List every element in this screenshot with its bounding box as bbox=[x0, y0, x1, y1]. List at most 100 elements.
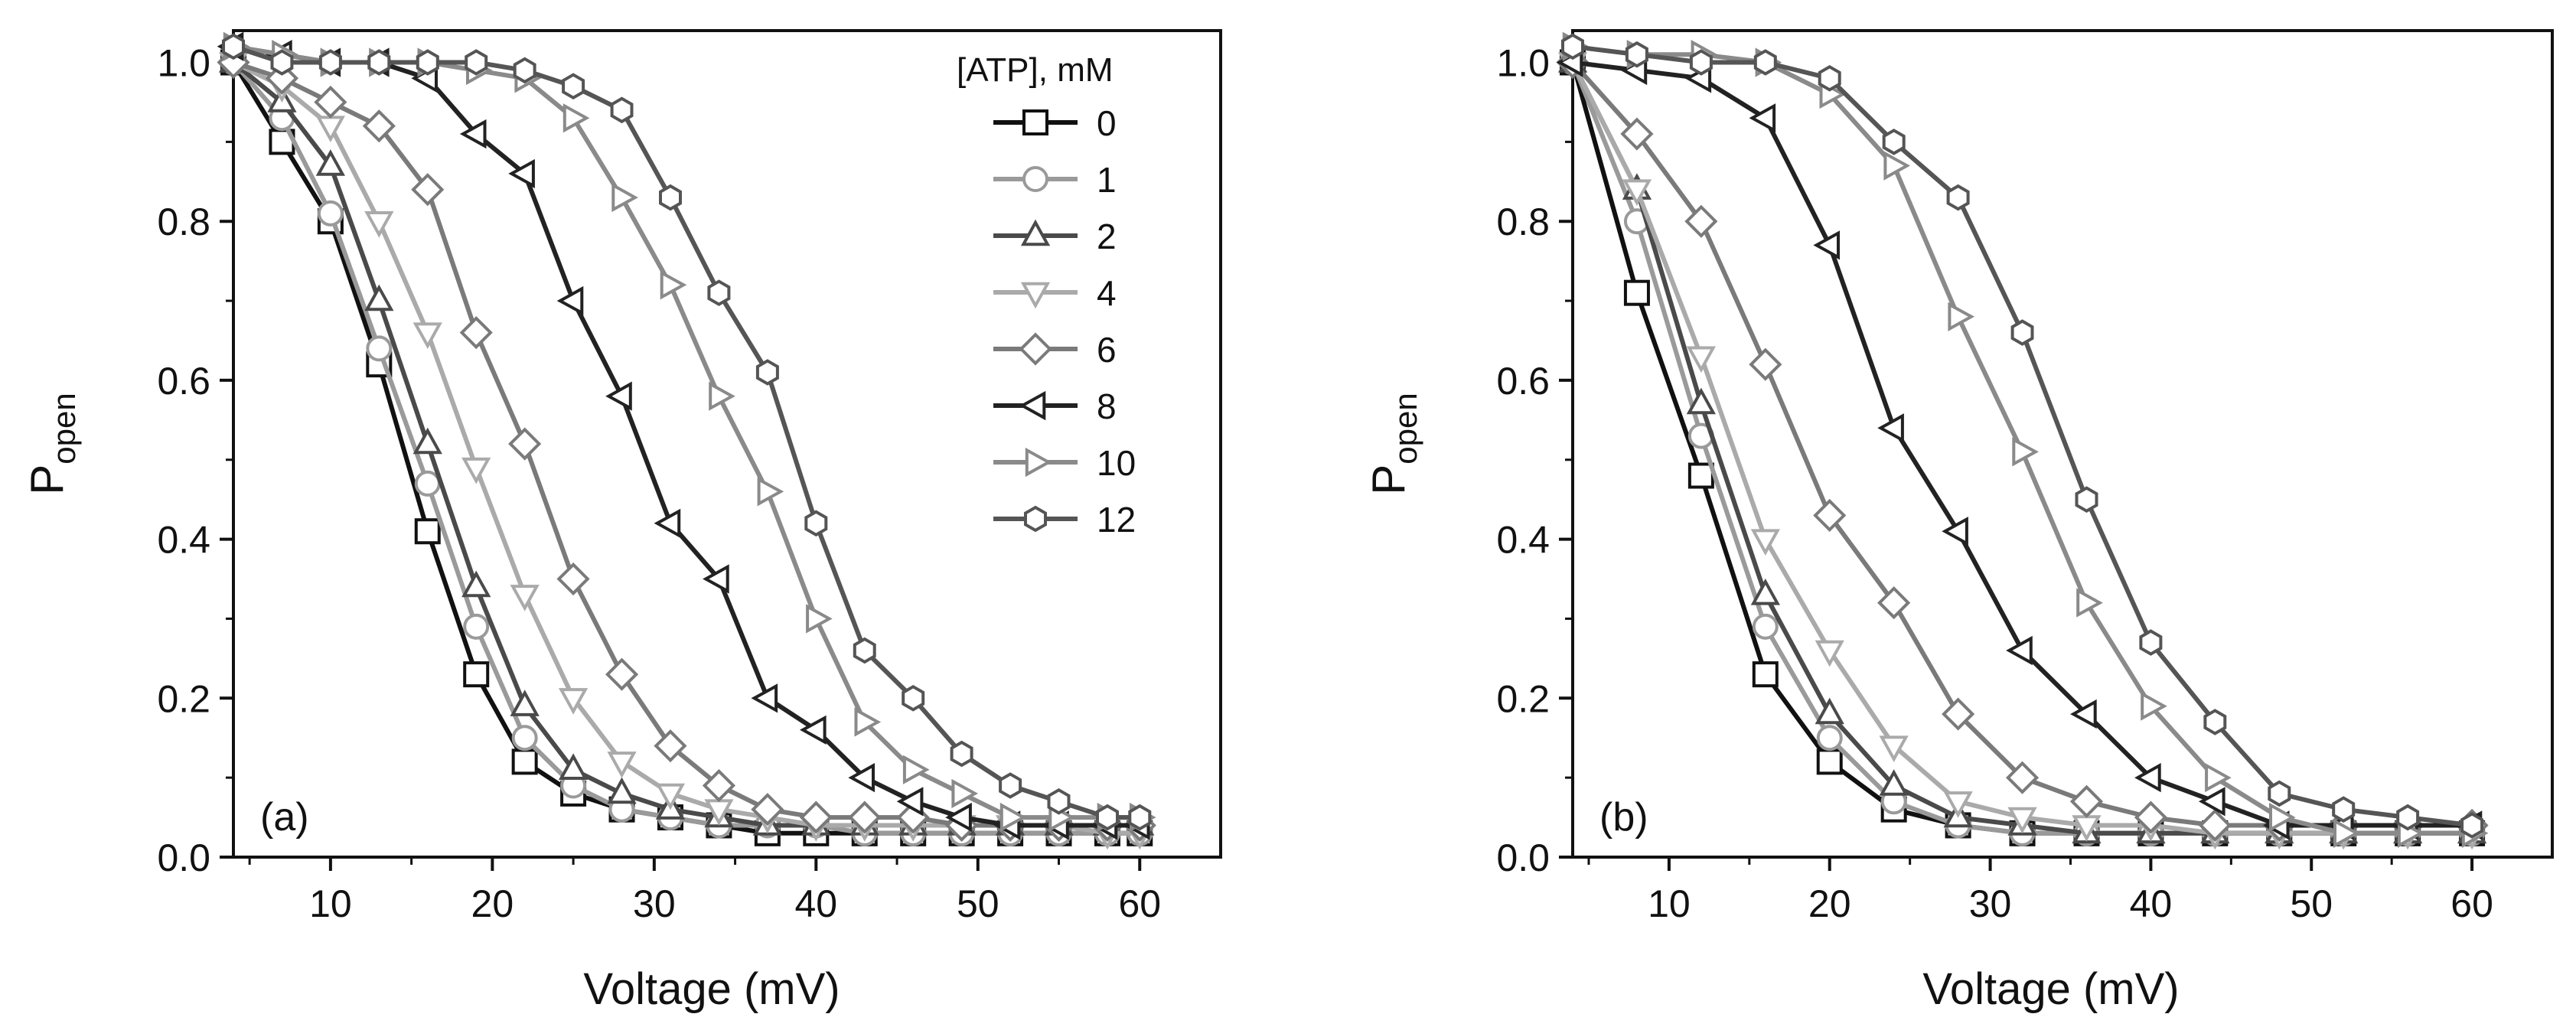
data-point bbox=[950, 740, 973, 768]
data-point bbox=[610, 96, 634, 124]
data-point bbox=[317, 200, 344, 227]
y-tick-label: 1.0 bbox=[157, 42, 210, 85]
data-point bbox=[951, 778, 979, 809]
legend-label: 4 bbox=[1097, 273, 1117, 313]
data-point bbox=[558, 688, 589, 715]
data-point bbox=[459, 119, 487, 149]
data-point bbox=[799, 800, 833, 834]
data-point bbox=[755, 359, 779, 386]
data-point bbox=[607, 752, 637, 778]
data-point bbox=[318, 49, 342, 76]
data-point bbox=[362, 109, 396, 143]
data-point bbox=[465, 49, 488, 76]
legend-item: 0 bbox=[993, 103, 1117, 143]
data-point bbox=[562, 103, 590, 133]
data-point bbox=[660, 270, 687, 300]
data-point bbox=[945, 802, 972, 833]
data-point bbox=[2203, 709, 2227, 735]
data-point bbox=[1753, 49, 1777, 76]
legend-item: 12 bbox=[993, 500, 1136, 540]
data-point bbox=[999, 802, 1027, 833]
data-point bbox=[510, 690, 540, 716]
data-point bbox=[1561, 33, 1584, 60]
legend-marker bbox=[1025, 447, 1052, 478]
legend-marker bbox=[1022, 166, 1048, 192]
data-point bbox=[510, 585, 540, 611]
data-point bbox=[414, 518, 441, 545]
data-point bbox=[2012, 437, 2039, 467]
data-point bbox=[1813, 498, 1847, 533]
data-point bbox=[1883, 151, 1911, 181]
data-point bbox=[508, 427, 542, 461]
data-point bbox=[412, 322, 442, 350]
x-tick-label: 50 bbox=[957, 882, 999, 925]
data-point bbox=[2198, 808, 2232, 843]
data-point bbox=[605, 657, 639, 691]
data-point bbox=[1750, 578, 1780, 605]
y-tick-label: 0.4 bbox=[157, 519, 210, 562]
data-point bbox=[1622, 179, 1652, 207]
legend-marker bbox=[1022, 109, 1048, 135]
y-tick-label: 0.6 bbox=[1496, 360, 1550, 403]
legend-item: 4 bbox=[993, 273, 1117, 313]
data-point bbox=[799, 715, 827, 745]
legend-label: 0 bbox=[1097, 103, 1117, 143]
data-point bbox=[556, 562, 590, 596]
data-point bbox=[751, 793, 784, 826]
data-point bbox=[463, 661, 490, 688]
x-axis-label: Voltage (mV) bbox=[1922, 964, 2179, 1014]
data-point bbox=[751, 683, 778, 713]
x-tick-label: 10 bbox=[1648, 882, 1691, 925]
legend-item: 6 bbox=[993, 330, 1117, 370]
data-point bbox=[1686, 387, 1716, 415]
data-point bbox=[2269, 802, 2296, 833]
data-point bbox=[1047, 787, 1071, 815]
y-axis-label-sub: open bbox=[46, 393, 82, 464]
data-point bbox=[1620, 117, 1654, 151]
data-point bbox=[461, 570, 491, 598]
panel-label: (b) bbox=[1599, 795, 1648, 840]
data-point bbox=[853, 637, 876, 664]
data-point bbox=[2332, 796, 2356, 823]
data-point bbox=[1818, 64, 1841, 92]
data-point bbox=[1879, 769, 1909, 796]
data-point bbox=[2005, 761, 2040, 794]
data-point bbox=[2333, 818, 2360, 848]
x-tick-label: 40 bbox=[794, 882, 837, 925]
data-point bbox=[1942, 697, 1975, 731]
plot-frame bbox=[232, 29, 1222, 859]
data-point bbox=[364, 211, 394, 238]
panel-a: Popen Voltage (mV) (a) [ATP], mM 10 20 30 4… bbox=[21, 29, 1222, 1014]
y-axis-label-main: P bbox=[1363, 465, 1414, 495]
data-point bbox=[1686, 346, 1716, 373]
data-point bbox=[1882, 129, 1906, 155]
data-point bbox=[1877, 586, 1911, 620]
data-point bbox=[562, 73, 585, 100]
y-axis-label: Popen bbox=[21, 393, 82, 494]
x-tick-label: 30 bbox=[633, 882, 676, 925]
y-tick-label: 0.4 bbox=[1496, 519, 1550, 562]
y-tick-label: 0.2 bbox=[1496, 677, 1550, 720]
data-point bbox=[659, 184, 682, 211]
data-point bbox=[367, 49, 391, 76]
data-point bbox=[806, 604, 833, 634]
data-point bbox=[314, 85, 347, 119]
series-12 bbox=[1561, 33, 2484, 839]
data-point bbox=[411, 173, 445, 207]
data-point bbox=[1948, 302, 1975, 331]
legend-item: 8 bbox=[993, 386, 1117, 426]
x-tick-label: 20 bbox=[471, 882, 514, 925]
data-point bbox=[461, 457, 491, 484]
data-point bbox=[1752, 613, 1779, 640]
plot-frame bbox=[1571, 29, 2554, 859]
data-point bbox=[902, 755, 930, 784]
data-point bbox=[1816, 725, 1843, 752]
data-point bbox=[703, 564, 729, 594]
data-point bbox=[902, 684, 925, 712]
data-point bbox=[1943, 791, 1973, 818]
legend-marker bbox=[1020, 282, 1051, 309]
legend-marker bbox=[1024, 505, 1047, 533]
